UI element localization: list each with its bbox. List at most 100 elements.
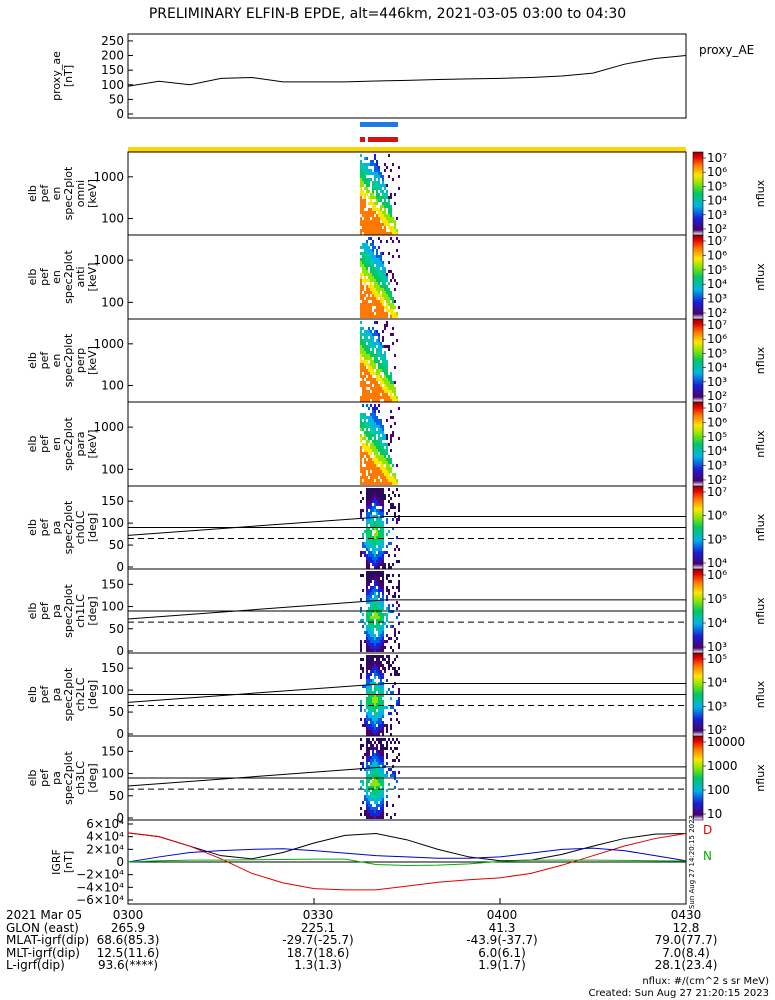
heatmap-cell (398, 667, 400, 670)
ylabel-line: IGRF (50, 849, 63, 875)
heatmap-cell (366, 703, 368, 706)
ylabel-line: pef (38, 434, 51, 453)
heatmap-cell (388, 455, 390, 458)
heatmap-cell (368, 431, 370, 434)
heatmap-cell (362, 333, 364, 336)
heatmap-cell (378, 557, 380, 560)
heatmap-cell (390, 333, 392, 336)
heatmap-cell (376, 473, 378, 476)
heatmap-cell (378, 628, 380, 631)
heatmap-cell (384, 315, 386, 318)
heatmap-cell (380, 497, 382, 500)
heatmap-cell (376, 557, 378, 560)
heatmap-cell (390, 416, 392, 419)
heatmap-cell (384, 479, 386, 482)
heatmap-cell (392, 315, 394, 318)
heatmap-cell (360, 452, 362, 455)
y-tick-label: 150 (101, 661, 124, 675)
heatmap-cell (360, 413, 362, 416)
heatmap-cell (394, 354, 396, 357)
heatmap-cell (374, 497, 376, 500)
colorbar-tick-label: 10⁷ (707, 401, 727, 415)
heatmap-cell (382, 282, 384, 285)
heatmap-cell (384, 187, 386, 190)
heatmap-cell (368, 378, 370, 381)
heatmap-cell (382, 354, 384, 357)
heatmap-cell (382, 309, 384, 312)
heatmap-cell (398, 771, 400, 774)
heatmap-cell (366, 452, 368, 455)
ylabel-line: elb (26, 352, 39, 369)
heatmap-cell (360, 762, 362, 765)
heatmap-cell (384, 312, 386, 315)
heatmap-cell (380, 616, 382, 619)
heatmap-cell (398, 175, 400, 178)
heatmap-cell (382, 721, 384, 724)
heatmap-cell (382, 753, 384, 756)
heatmap-cell (370, 404, 372, 407)
heatmap-cell (384, 279, 386, 282)
heatmap-cell (386, 288, 388, 291)
heatmap-cell (362, 437, 364, 440)
y-tick-label: −6×10⁴ (76, 893, 124, 907)
colorbar-tick-label: 10³ (707, 699, 727, 713)
heatmap-cell (378, 351, 380, 354)
heatmap-cell (362, 443, 364, 446)
heatmap-cell (370, 160, 372, 163)
heatmap-cell (382, 625, 384, 628)
heatmap-cell (382, 640, 384, 643)
heatmap-cell (380, 697, 382, 700)
heatmap-cell (376, 491, 378, 494)
heatmap-cell (370, 577, 372, 580)
panel-frame (127, 33, 687, 119)
heatmap-cell (386, 545, 388, 548)
heatmap-cell (368, 658, 370, 661)
heatmap-cell (372, 524, 374, 527)
heatmap-cell (380, 503, 382, 506)
heatmap-cell (378, 580, 380, 583)
heatmap-cell (394, 813, 396, 816)
heatmap-cell (376, 258, 378, 261)
heatmap-cell (362, 264, 364, 267)
heatmap-cell (380, 694, 382, 697)
heatmap-cell (376, 360, 378, 363)
heatmap-cell (362, 762, 364, 765)
heatmap-cell (376, 369, 378, 372)
heatmap-cell (380, 637, 382, 640)
heatmap-cell (370, 178, 372, 181)
heatmap-cell (382, 181, 384, 184)
heatmap-cell (372, 721, 374, 724)
colorbar-tick-label: 10⁴ (707, 444, 727, 458)
heatmap-cell (366, 715, 368, 718)
heatmap-cell (364, 333, 366, 336)
heatmap-cell (380, 545, 382, 548)
heatmap-cell (370, 586, 372, 589)
colorbar-tick-label: 10⁴ (707, 556, 727, 570)
heatmap-cell (370, 709, 372, 712)
heatmap-cell (376, 196, 378, 199)
heatmap-cell (376, 563, 378, 566)
heatmap-cell (370, 715, 372, 718)
heatmap-cell (368, 649, 370, 652)
heatmap-cell (382, 217, 384, 220)
heatmap-cell (368, 330, 370, 333)
heatmap-cell (374, 625, 376, 628)
heatmap-cell (372, 315, 374, 318)
heatmap-cell (398, 574, 400, 577)
heatmap-cell (394, 512, 396, 515)
heatmap-cell (370, 446, 372, 449)
heatmap-cell (380, 240, 382, 243)
heatmap-cell (370, 759, 372, 762)
footer-value: 7.0(8.4) (662, 945, 710, 960)
heatmap-cell (382, 500, 384, 503)
heatmap-cell (384, 473, 386, 476)
heatmap-cell (368, 181, 370, 184)
ylabel-line: en (50, 270, 63, 284)
heatmap-cell (368, 399, 370, 402)
heatmap-cell (394, 223, 396, 226)
heatmap-cell (372, 670, 374, 673)
heatmap-cell (382, 586, 384, 589)
heatmap-cell (368, 691, 370, 694)
heatmap-cell (364, 351, 366, 354)
